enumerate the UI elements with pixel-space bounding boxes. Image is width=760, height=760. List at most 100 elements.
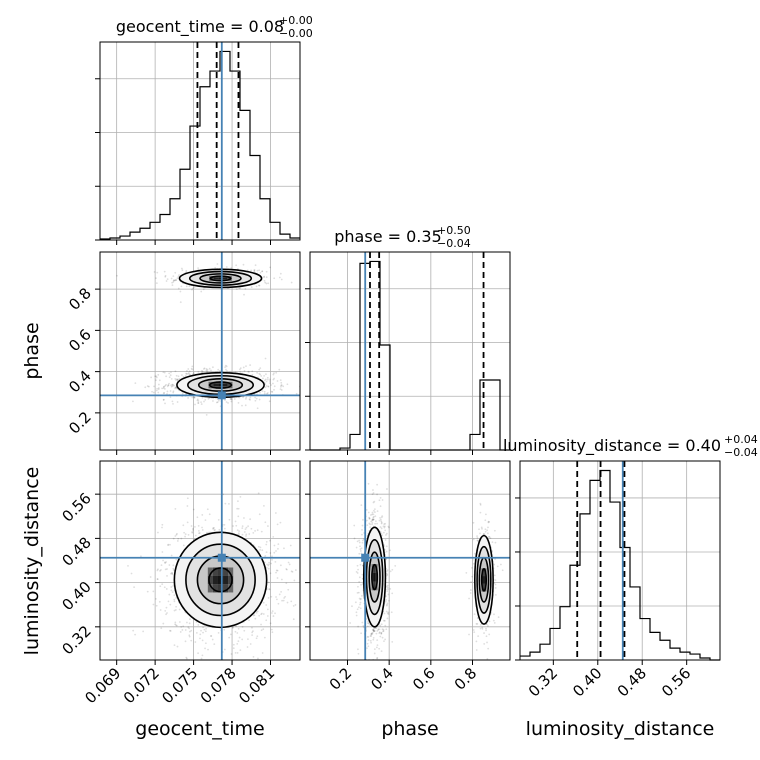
sample-point (268, 400, 271, 403)
sample-point (238, 533, 240, 536)
sample-point (265, 619, 268, 622)
sample-point (229, 398, 232, 401)
sample-point (161, 523, 164, 526)
sample-point (163, 586, 166, 589)
sample-point (166, 575, 168, 577)
sample-point (167, 384, 170, 387)
sample-point (245, 533, 248, 536)
y-tick-label-phase: 0.8 (65, 284, 95, 314)
sample-point (237, 532, 240, 535)
sample-point (355, 570, 358, 573)
sample-point (156, 387, 158, 390)
sample-point (379, 624, 382, 627)
sample-point (265, 373, 267, 376)
sample-point (264, 521, 267, 524)
sample-point (218, 370, 221, 372)
density-cell (372, 572, 374, 582)
contour-line (368, 551, 381, 603)
sample-point (359, 550, 362, 552)
sample-point (243, 370, 246, 372)
sample-point (165, 383, 167, 386)
sample-point (272, 378, 275, 381)
sample-point (162, 399, 165, 401)
sample-point (224, 399, 226, 401)
sample-point (372, 519, 374, 521)
sample-point (479, 623, 482, 626)
sample-point (230, 267, 233, 269)
sample-point (184, 374, 187, 377)
sample-point (238, 396, 241, 399)
density-cell (217, 575, 224, 585)
sample-point (196, 399, 199, 402)
sample-point (254, 264, 257, 267)
sample-point (258, 269, 261, 272)
sample-point (152, 603, 155, 606)
sample-point (247, 370, 250, 373)
sample-point (169, 629, 171, 632)
sample-point (294, 604, 297, 606)
sample-point (373, 648, 376, 651)
sample-point (379, 518, 382, 521)
sample-point (213, 529, 216, 532)
sample-point (162, 559, 164, 562)
sample-point (276, 523, 279, 526)
sample-point (272, 615, 275, 617)
sample-point (177, 537, 180, 540)
sample-point (217, 368, 220, 371)
sample-point (239, 367, 242, 370)
sample-point (187, 626, 190, 629)
sample-point (383, 523, 386, 526)
sample-point (207, 397, 210, 400)
sample-point (294, 569, 297, 571)
sample-point (180, 626, 183, 628)
sample-point (228, 636, 231, 639)
sample-point (357, 606, 360, 609)
sample-point (371, 518, 374, 521)
sample-point (157, 387, 160, 389)
sample-point (252, 656, 255, 658)
x-tick-label-luminosity_distance: 0.40 (569, 664, 605, 700)
sample-point (244, 397, 247, 400)
sample-point (154, 375, 157, 378)
sample-point (380, 521, 383, 524)
sample-point (253, 270, 256, 273)
sample-point (191, 288, 193, 291)
sample-point (134, 633, 137, 636)
sample-point (377, 628, 380, 630)
sample-point (177, 287, 180, 290)
sample-point (201, 514, 204, 516)
sample-point (488, 620, 491, 623)
sample-point (175, 533, 178, 536)
sample-point (497, 616, 500, 619)
density-cell (212, 575, 218, 585)
sample-point (186, 370, 188, 372)
sample-point (203, 400, 205, 403)
sample-point (169, 630, 172, 632)
sample-point (176, 378, 179, 381)
sample-point (360, 632, 362, 635)
sample-point (185, 657, 188, 660)
sample-point (172, 275, 175, 277)
sample-point (271, 555, 273, 558)
sample-point (482, 533, 485, 536)
sample-point (273, 551, 276, 554)
sample-point (155, 379, 157, 382)
sample-point (260, 375, 263, 377)
sample-point (215, 401, 218, 404)
sample-point (162, 398, 165, 401)
sample-point (267, 564, 270, 567)
sample-point (360, 594, 363, 597)
sample-point (264, 386, 267, 389)
sample-point (369, 635, 372, 637)
sample-point (386, 590, 389, 593)
density-cell (373, 564, 376, 573)
sample-point (268, 561, 270, 564)
sample-point (162, 387, 165, 390)
sample-point (376, 510, 379, 513)
density-cell (208, 383, 214, 387)
sample-point (188, 285, 191, 288)
sample-point (376, 493, 378, 496)
sample-point (384, 539, 387, 541)
sample-point (372, 630, 375, 633)
contour-line (362, 526, 387, 628)
